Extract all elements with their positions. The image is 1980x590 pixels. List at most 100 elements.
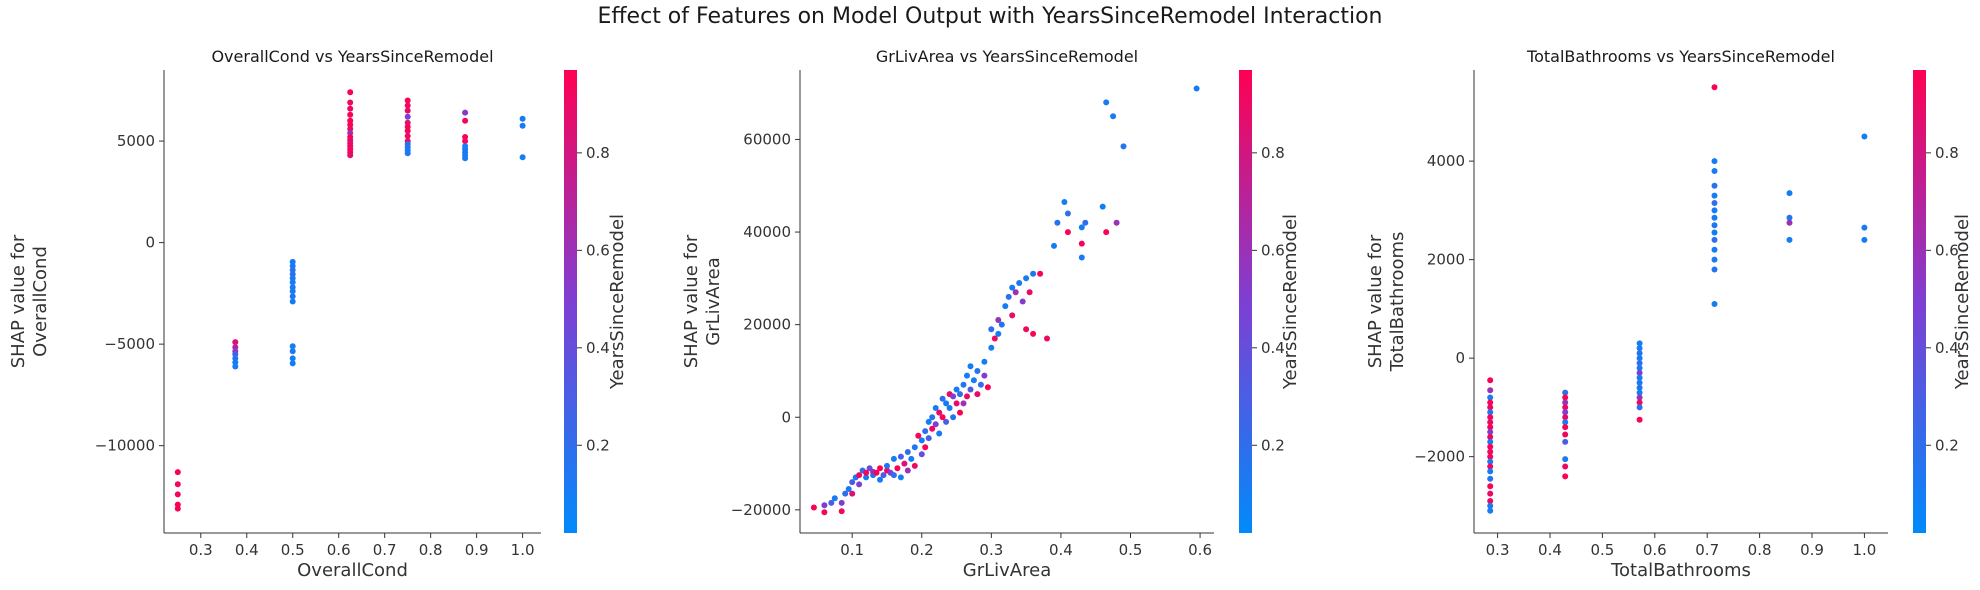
data-point [404,97,411,104]
data-point [1562,409,1569,416]
data-point [1487,458,1494,465]
colorbar-tick-label: 0.2 [586,436,610,454]
data-point [991,335,998,342]
x-tick-label: 1.0 [511,541,535,559]
data-point [943,400,950,407]
data-point [918,451,925,458]
data-point [404,107,411,114]
data-point [462,134,469,140]
x-tick-label: 0.3 [1486,541,1510,559]
data-point [347,111,354,118]
data-point [1636,384,1643,391]
data-point [988,344,995,351]
data-point [1711,200,1718,206]
data-point [1711,214,1718,221]
y-tick-label: −20000 [731,501,791,519]
data-point [1487,453,1494,460]
y-tick-label: 0 [781,408,791,426]
data-point [1487,409,1494,416]
data-point [957,409,963,416]
data-point [1636,379,1643,386]
y-tick-label: 0 [1455,349,1465,367]
data-point [953,386,960,393]
data-point [890,455,897,462]
data-point [821,502,828,509]
data-point [1636,340,1643,347]
data-point [1636,389,1643,396]
data-point [970,377,977,384]
data-point [1562,438,1569,445]
data-point [174,505,181,512]
colorbar-tick-label: 0.4 [586,339,610,357]
data-point [404,133,411,139]
y-axis-label: GrLivArea [703,257,724,345]
data-point [1082,219,1089,226]
data-point [1636,350,1643,357]
data-point [964,372,970,379]
data-point [1786,190,1793,197]
data-point [911,462,918,469]
data-point [856,481,863,488]
data-point [828,499,835,506]
data-point [347,89,354,96]
x-tick-label: 0.7 [373,541,397,559]
data-point [1636,416,1643,423]
data-point [1711,229,1718,236]
data-point [918,437,925,444]
data-point [289,288,296,295]
data-point [1562,419,1569,426]
chart-title: GrLivArea vs YearsSinceRemodel [876,47,1138,66]
data-point [897,474,904,481]
data-point [967,363,974,370]
data-point [1487,463,1494,470]
x-tick-label: 0.1 [840,541,864,559]
data-point [981,358,988,365]
data-point [1636,365,1643,371]
data-point [929,414,936,421]
colorbar-tick-label: 0.8 [1261,144,1285,162]
data-point [939,414,946,421]
data-point [911,444,918,451]
data-point [1487,399,1494,406]
data-point [289,348,296,355]
colorbar-tick-label: 0.6 [1935,241,1959,259]
x-tick-label: 0.6 [1188,541,1212,559]
data-point [1487,404,1494,411]
data-point [289,275,296,282]
data-point [1113,219,1120,226]
data-point [821,509,828,516]
data-point [174,469,181,476]
data-point [1009,284,1016,291]
data-point [1487,475,1494,482]
x-tick-label: 0.3 [979,541,1003,559]
data-point [1487,429,1494,435]
y-tick-label: −10000 [95,437,155,455]
data-point [936,430,943,437]
data-point [995,330,1002,337]
data-point [977,381,984,388]
data-point [849,490,856,497]
data-point [838,499,845,506]
data-point [915,432,922,439]
data-point [1636,355,1643,362]
colorbar-tick-label: 0.4 [1935,339,1959,357]
x-tick-label: 0.2 [910,541,934,559]
data-point [232,351,239,358]
data-point [831,495,838,502]
data-point [347,152,354,159]
data-point [1487,438,1494,445]
x-axis-label: OverallCond [297,560,408,581]
x-tick-label: 0.7 [1695,541,1719,559]
data-point [845,486,852,492]
data-point [289,343,296,350]
data-point [1026,289,1033,296]
data-point [1103,99,1110,106]
data-point [232,363,239,370]
data-point [988,326,995,333]
y-tick-label: −5000 [104,335,155,353]
data-point [1030,270,1037,277]
data-point [404,102,411,109]
chart-panel-1: OverallCond vs YearsSinceRemodel 0.3 0.4 0.… [8,47,628,581]
chart-title: TotalBathrooms vs YearsSinceRemodel [1526,47,1835,66]
colorbar-tick-label: 0.8 [586,144,610,162]
